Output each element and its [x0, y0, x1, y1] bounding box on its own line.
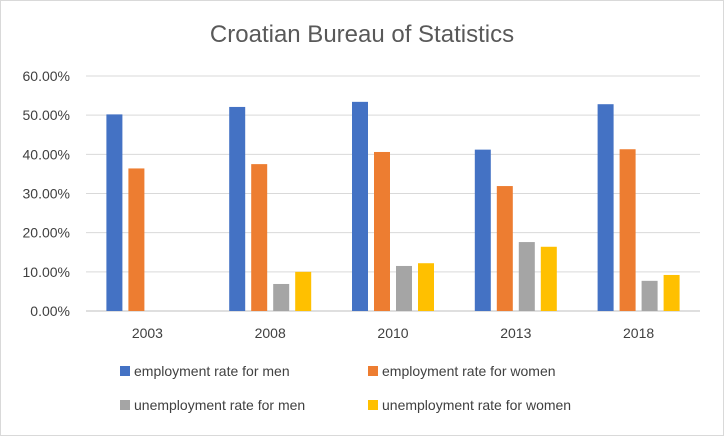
bar [352, 101, 368, 311]
x-tick-label: 2008 [255, 325, 286, 341]
x-tick-label: 2010 [377, 325, 408, 341]
legend-label: unemployment rate for women [382, 397, 571, 413]
bar [597, 104, 614, 311]
y-tick-label: 10.00% [23, 264, 70, 280]
legend-swatch [368, 400, 378, 410]
bar [418, 263, 434, 311]
bar [106, 114, 123, 311]
legend-label: employment rate for women [382, 363, 556, 379]
x-tick-label: 2013 [500, 325, 531, 341]
bar [540, 246, 557, 311]
y-tick-label: 40.00% [23, 146, 70, 162]
bar [273, 283, 290, 311]
bar [474, 149, 491, 311]
legend-label: employment rate for men [134, 363, 290, 379]
x-axis: 2003 2008 2010 2013 2018 [132, 325, 655, 341]
bar [295, 271, 312, 311]
bar [496, 186, 513, 311]
y-axis: 0.00% 10.00% 20.00% 30.00% 40.00% 50.00% 60.00… [23, 68, 70, 319]
bar [374, 151, 390, 311]
legend: employment rate for men employment rate f… [120, 363, 571, 413]
y-tick-label: 20.00% [23, 225, 70, 241]
x-tick-label: 2018 [623, 325, 654, 341]
y-tick-label: 60.00% [23, 68, 70, 84]
y-tick-label: 0.00% [30, 303, 70, 319]
legend-swatch [120, 400, 130, 410]
legend-swatch [368, 366, 378, 376]
bar [251, 164, 268, 311]
bar [663, 274, 680, 311]
y-tick-label: 50.00% [23, 107, 70, 123]
y-tick-label: 30.00% [23, 186, 70, 202]
bars [106, 101, 680, 311]
legend-swatch [120, 366, 130, 376]
x-tick-label: 2003 [132, 325, 163, 341]
bar [641, 280, 658, 311]
bar [128, 168, 145, 311]
bar [619, 149, 636, 311]
bar [229, 106, 246, 311]
legend-label: unemployment rate for men [134, 397, 305, 413]
bar [396, 265, 412, 311]
chart-title: Croatian Bureau of Statistics [210, 21, 514, 48]
bar [518, 242, 535, 311]
